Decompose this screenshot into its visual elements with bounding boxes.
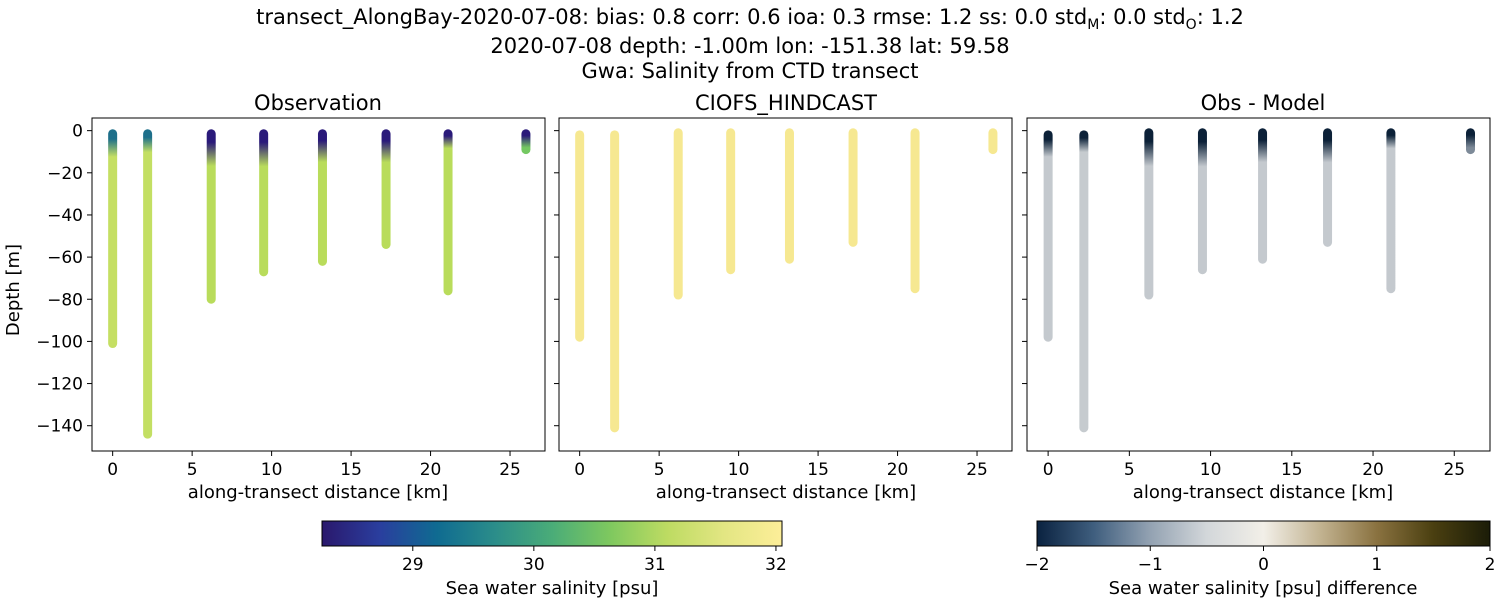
x-tick-label: 25 (1443, 460, 1465, 480)
y-tick-label: −20 (47, 164, 83, 184)
x-tick-label: 5 (654, 460, 665, 480)
colorbar-tick-label: −2 (1024, 555, 1049, 575)
x-tick-label: 10 (261, 460, 283, 480)
profile-point-column (108, 129, 118, 349)
colorbar-tick-label: −1 (1138, 555, 1163, 575)
x-tick-label: 5 (1124, 460, 1135, 480)
profile-point-column (1197, 128, 1207, 275)
profile-point-column (1043, 130, 1053, 342)
profile-point-column (521, 129, 531, 155)
x-axis-label: along-transect distance [km] (188, 482, 448, 503)
profile-point-column (206, 129, 216, 304)
axes-frame (91, 117, 546, 452)
axes-frame (558, 117, 1013, 452)
axes-frame (1026, 117, 1491, 452)
x-tick-label: 15 (1281, 460, 1303, 480)
x-tick-label: 0 (1043, 460, 1054, 480)
colorbar-salinity-bar (321, 520, 783, 547)
figure-title-line-2: 2020-07-08 depth: -1.00m lon: -151.38 la… (490, 34, 1009, 58)
x-tick-label: 15 (807, 460, 829, 480)
profile-point-column (575, 130, 585, 342)
y-tick-label: −60 (47, 248, 83, 268)
colorbar-tick-label: 0 (1258, 555, 1269, 575)
profile-point-column (1386, 128, 1396, 294)
colorbar-salinity: Sea water salinity [psu] 29 30 31 32 (321, 520, 787, 599)
panel-ciofs-hindcast: CIOFS_HINDCAST along-transect distance [… (554, 91, 1013, 503)
profile-point-column (726, 128, 736, 275)
panel-observation: Observation along-transect distance [km]… (36, 91, 546, 503)
x-axis-label: along-transect distance [km] (656, 482, 916, 503)
profile-point-column (1466, 128, 1476, 155)
profile-point-column (259, 129, 269, 277)
x-tick-label: 10 (728, 460, 750, 480)
x-tick-label: 20 (887, 460, 909, 480)
colorbar-salinity-label: Sea water salinity [psu] (446, 578, 659, 599)
x-tick-label: 5 (187, 460, 198, 480)
y-tick-label: −120 (36, 375, 83, 395)
figure-title-line-3: Gwa: Salinity from CTD transect (582, 59, 919, 83)
profile-point-column (1323, 128, 1333, 247)
panel-title: CIOFS_HINDCAST (695, 91, 877, 116)
colorbar-tick-label: 30 (523, 555, 545, 575)
x-tick-label: 25 (499, 460, 521, 480)
y-tick-label: −80 (47, 290, 83, 310)
data-layer (108, 129, 531, 439)
colorbar-tick-label: 2 (1485, 555, 1496, 575)
std-m-subscript: M (1087, 17, 1099, 33)
profile-point-column (143, 129, 153, 439)
y-tick-label: −40 (47, 206, 83, 226)
colorbar-tick-label: 32 (765, 555, 787, 575)
y-axis-label: Depth [m] (3, 244, 24, 336)
y-tick-label: 0 (72, 122, 83, 142)
profile-point-column (910, 128, 920, 294)
colorbar-difference-label: Sea water salinity [psu] difference (1109, 578, 1418, 599)
profile-point-column (784, 128, 794, 264)
profile-point-column (381, 129, 391, 249)
colorbar-difference: Sea water salinity [psu] difference −2 −1… (1024, 520, 1496, 599)
profile-point-column (848, 128, 858, 247)
data-layer (1043, 128, 1476, 433)
profile-point-column (1144, 128, 1154, 300)
x-axis-label: along-transect distance [km] (1133, 482, 1393, 503)
x-tick-label: 20 (1362, 460, 1384, 480)
panel-title: Obs - Model (1201, 91, 1326, 115)
std-o-subscript: O (1186, 17, 1197, 33)
colorbar-tick-label: 1 (1371, 555, 1382, 575)
x-tick-label: 0 (107, 460, 118, 480)
profile-point-column (1258, 128, 1268, 264)
y-tick-label: −100 (36, 332, 83, 352)
profile-point-column (1079, 130, 1089, 433)
panel-title: Observation (254, 91, 382, 115)
data-layer (575, 128, 998, 433)
x-tick-label: 25 (966, 460, 988, 480)
profile-point-column (988, 128, 998, 155)
profile-point-column (610, 130, 620, 433)
colorbar-tick-label: 31 (644, 555, 666, 575)
colorbar-tick-label: 29 (402, 555, 424, 575)
colorbar-difference-bar (1036, 520, 1491, 547)
x-tick-label: 15 (340, 460, 362, 480)
x-tick-label: 20 (420, 460, 442, 480)
profile-point-column (443, 129, 453, 296)
panel-obs-minus-model: Obs - Model along-transect distance [km]… (1022, 91, 1491, 503)
x-tick-label: 10 (1200, 460, 1222, 480)
x-tick-label: 0 (574, 460, 585, 480)
figure-title-line-1: transect_AlongBay-2020-07-08: bias: 0.8 … (256, 5, 1244, 33)
profile-point-column (317, 129, 327, 266)
profile-point-column (673, 128, 683, 300)
y-tick-label: −140 (36, 417, 83, 437)
